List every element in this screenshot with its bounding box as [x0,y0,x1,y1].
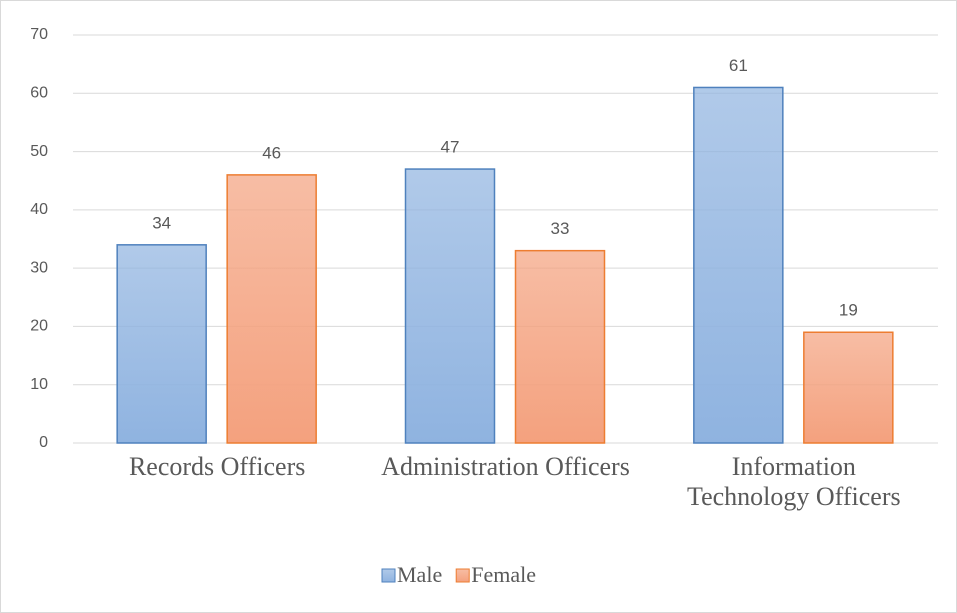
data-label: 33 [551,219,570,238]
y-tick-label: 50 [30,143,48,160]
x-tick-label: Records Officers [128,452,306,481]
data-label: 61 [729,56,748,75]
data-label: 19 [839,301,858,320]
y-tick-label: 40 [30,201,48,218]
bar [693,86,784,444]
bar [116,244,207,444]
legend-swatch [455,568,470,583]
data-label: 46 [262,143,281,162]
y-tick-label: 70 [30,26,48,43]
x-tick-label: Information Technology Officers [687,452,901,511]
legend-swatch [381,568,396,583]
y-tick-label: 60 [30,85,48,102]
x-tick-label-box: Administration Officers [381,452,630,481]
legend-label: Female [471,562,536,587]
data-label: 34 [152,213,171,232]
y-tick-label: 0 [39,434,48,451]
bar [404,168,496,444]
y-tick-label: 30 [30,259,48,276]
bar [514,249,606,444]
legend-label: Male [397,562,442,587]
x-tick-label-box: Information Technology Officers [687,452,901,511]
y-tick-label: 20 [30,318,48,335]
data-label: 47 [441,138,460,157]
x-tick-label: Administration Officers [381,452,630,481]
y-tick-label: 10 [30,376,48,393]
bar [803,331,894,444]
x-tick-label-box: Records Officers [128,452,306,481]
bar [226,174,317,444]
